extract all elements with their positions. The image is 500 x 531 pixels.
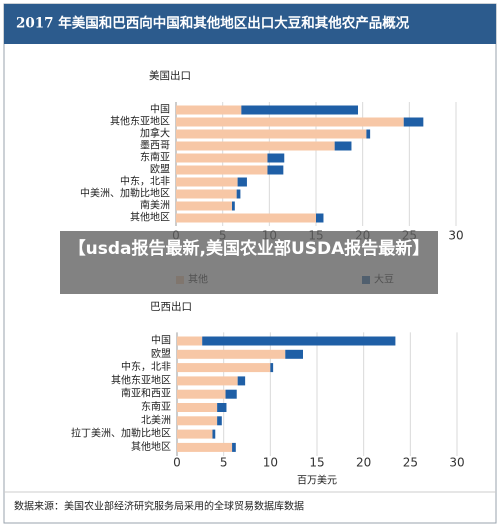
bar-segment (177, 429, 213, 439)
y-tick-label: 其他东亚地区 (111, 373, 171, 386)
bar-segment (176, 141, 335, 151)
y-tick-label: 中东，北非 (120, 175, 170, 188)
y-tick-label: 欧盟 (151, 348, 171, 360)
y-tick-label: 中国 (150, 103, 170, 116)
x-tick-label: 20 (356, 456, 371, 470)
bar-segment (177, 389, 226, 399)
x-tick-label: 0 (173, 456, 181, 470)
y-tick-label: 东南亚 (140, 151, 170, 164)
bar-segment (176, 213, 316, 223)
header-band (4, 4, 496, 44)
bar-segment (202, 336, 396, 346)
bar-segment (176, 177, 238, 187)
bar-segment (177, 403, 218, 412)
y-tick-label: 其他地区 (131, 440, 171, 453)
y-tick-label: 拉丁美洲、加勒比地区 (71, 427, 171, 440)
bar-segment (237, 376, 246, 386)
bar-segment (176, 201, 232, 211)
bar-segment (236, 189, 241, 199)
bar-segment (176, 105, 242, 115)
bar-segment (316, 213, 324, 223)
bar-segment (232, 442, 236, 452)
bar-segment (177, 363, 271, 373)
bar-segment (403, 117, 424, 127)
x-tick-label: 30 (448, 229, 463, 243)
y-tick-label: 墨西哥 (140, 140, 170, 152)
y-tick-label: 中国 (151, 334, 171, 347)
y-tick-label: 南美洲 (140, 199, 170, 212)
bar-segment (334, 141, 352, 151)
bar-segment (237, 177, 247, 187)
y-tick-label: 中美洲、加勒比地区 (80, 187, 170, 200)
y-tick-label: 中东，北非 (121, 360, 171, 373)
y-tick-label: 欧盟 (150, 164, 170, 176)
bar-segment (241, 105, 358, 115)
y-tick-label: 南亚和西亚 (121, 387, 171, 400)
bar-segment (177, 416, 218, 426)
x-axis-label: 百万美元 (297, 474, 337, 487)
source-note: 数据来源：美国农业部经济研究服务局采用的全球贸易数据库数据 (14, 500, 304, 513)
bar-segment (285, 349, 303, 359)
bar-segment (267, 165, 284, 175)
bar-segment (366, 129, 371, 139)
bar-segment (267, 153, 285, 163)
y-tick-label: 加拿大 (140, 127, 170, 140)
x-tick-label: 15 (309, 456, 324, 470)
x-tick-label: 30 (449, 456, 464, 470)
bar-segment (176, 153, 268, 163)
bar-segment (176, 189, 237, 199)
bar-segment (225, 389, 237, 399)
overlay-banner: 【usda报告最新,美国农业部USDA报告最新】 (60, 231, 438, 294)
bar-segment (217, 403, 227, 412)
bar-segment (176, 165, 268, 175)
page-title: 2017 年美国和巴西向中国和其他地区出口大豆和其他农产品概况 (16, 15, 410, 32)
bar-segment (176, 117, 404, 127)
bar-segment (176, 129, 367, 139)
x-tick-label: 25 (403, 456, 418, 470)
y-tick-label: 其他东亚地区 (110, 115, 170, 128)
y-tick-label: 其他地区 (130, 211, 170, 224)
bar-segment (177, 442, 233, 452)
bar-segment (212, 429, 216, 439)
bar-segment (177, 336, 203, 346)
chart-title: 美国出口 (149, 69, 191, 82)
bar-segment (270, 363, 274, 373)
chart-title: 巴西出口 (150, 300, 192, 313)
x-tick-label: 5 (220, 456, 228, 470)
bar-segment (177, 349, 286, 359)
bar-segment (232, 201, 235, 211)
bar-segment (177, 376, 238, 386)
y-tick-label: 北美洲 (141, 413, 171, 426)
bar-segment (217, 416, 222, 426)
x-tick-label: 10 (263, 456, 278, 470)
y-tick-label: 东南亚 (141, 400, 171, 413)
